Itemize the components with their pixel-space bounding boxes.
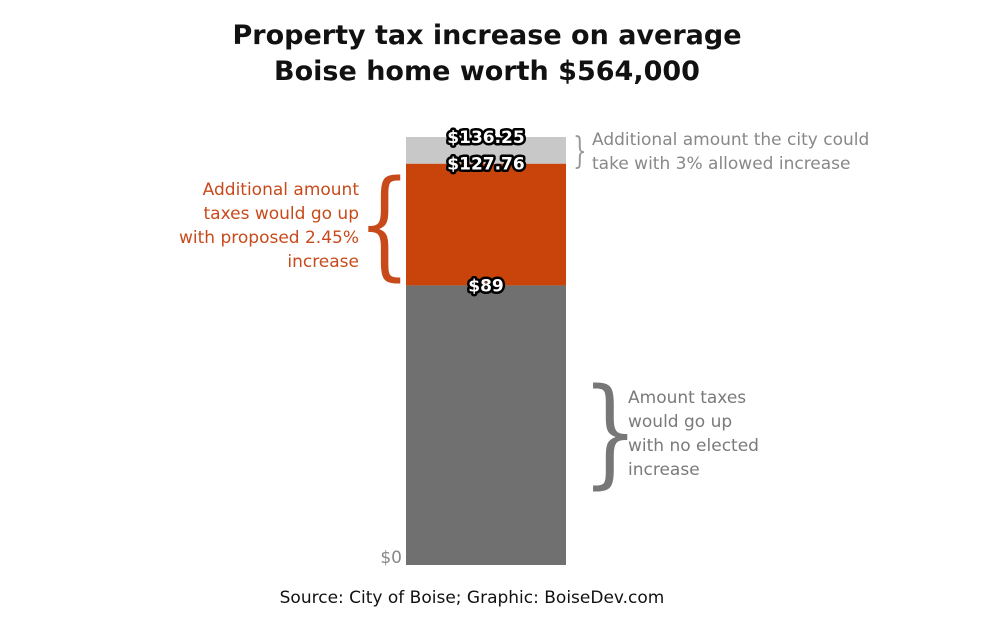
bar-segment: [406, 137, 566, 164]
annotation-line: increase: [287, 252, 359, 272]
annotation-line: Additional amount the city could: [592, 130, 870, 150]
annotation-city-allowed-increase: Additional amount the city could take wi…: [592, 128, 869, 176]
annotation-line: Amount taxes: [628, 388, 747, 408]
annotation-line: take with 3% allowed increase: [592, 154, 851, 174]
chart-title: Property tax increase on average Boise h…: [0, 18, 974, 90]
source-note: Source: City of Boise; Graphic: BoiseDev…: [279, 588, 665, 608]
bar-segment: [406, 285, 566, 565]
segment-value-label: $127.76: [447, 155, 524, 175]
chart-title-line-1: Property tax increase on average: [232, 20, 742, 51]
annotation-no-elected-increase: Amount taxes would go up with no elected…: [628, 386, 759, 482]
annotation-line: with no elected: [628, 436, 759, 456]
axis-zero-label: $0: [380, 548, 402, 568]
bottom-brace-icon: }: [582, 362, 639, 500]
segment-value-label: $136.25: [447, 128, 524, 148]
annotation-line: with proposed 2.45%: [179, 228, 359, 248]
middle-brace-icon: {: [358, 154, 411, 292]
annotation-line: Additional amount: [202, 180, 359, 200]
annotation-line: taxes would go up: [203, 204, 360, 224]
annotation-proposed-increase: Additional amount taxes would go up with…: [179, 178, 359, 274]
chart-title-line-2: Boise home worth $564,000: [274, 56, 700, 87]
top-brace-icon: }: [573, 131, 587, 172]
annotation-line: would go up: [628, 412, 733, 432]
segment-value-label: $89: [468, 276, 504, 296]
annotation-line: increase: [628, 460, 700, 480]
bar-segment: [406, 163, 566, 286]
